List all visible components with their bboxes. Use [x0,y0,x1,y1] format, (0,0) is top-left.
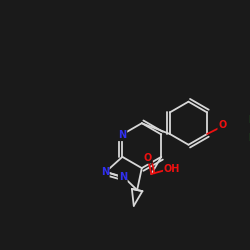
Text: N: N [119,172,127,182]
Text: F: F [248,114,250,124]
Text: O: O [218,120,226,130]
Text: N: N [101,167,109,177]
Text: OH: OH [164,164,180,174]
Text: O: O [144,153,152,163]
Text: N: N [118,130,126,140]
Text: F: F [248,132,250,142]
